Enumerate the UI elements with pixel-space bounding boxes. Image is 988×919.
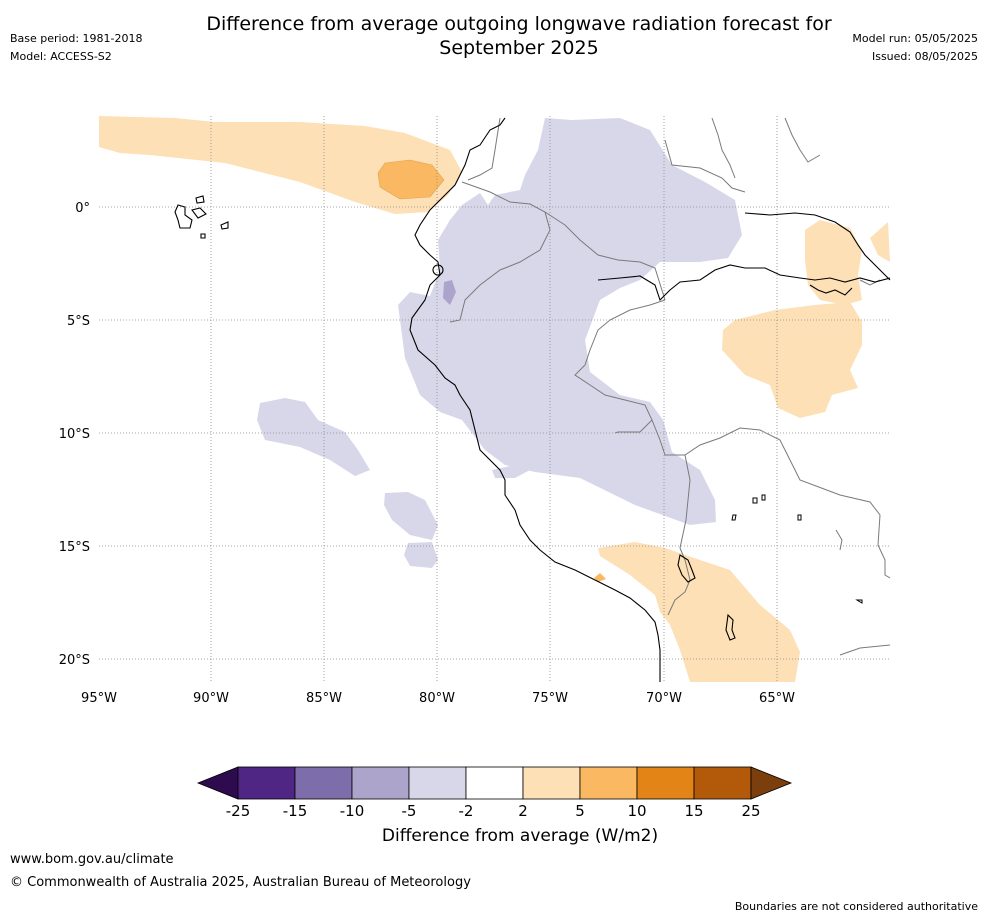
- colorbar-under-arrow: [196, 766, 239, 800]
- country-borders: [449, 117, 891, 656]
- colorbar-bin: [408, 766, 467, 800]
- amazon-river-coast: [597, 264, 891, 302]
- lat-tick-5s: 5°S: [67, 314, 90, 329]
- lon-tick-85w: 85°W: [306, 691, 342, 706]
- title-line-1: Difference from average outgoing longwav…: [206, 13, 832, 35]
- lon-tick-70w: 70°W: [646, 691, 682, 706]
- colorbar-tick-label: 15: [684, 802, 703, 820]
- meta-left: Base period: 1981-2018 Model: ACCESS-S2: [10, 30, 142, 66]
- lon-tick-95w: 95°W: [81, 691, 117, 706]
- lat-tick-0: 0°: [75, 201, 90, 216]
- positive-anomaly-east-3: [722, 302, 862, 418]
- issued-text: Issued: 08/05/2025: [871, 50, 978, 63]
- colorbar-tick-label: 25: [741, 802, 760, 820]
- colorbar-tick-label: 5: [575, 802, 585, 820]
- inland-lake-small: [731, 494, 863, 604]
- positive-anomaly-south: [598, 542, 800, 682]
- anomaly-fill-layer: [99, 116, 890, 682]
- negative-anomaly-patch-ocean-1: [257, 398, 370, 476]
- negative-anomaly-patch-coast: [492, 465, 530, 478]
- colorbar-bin: [693, 766, 752, 800]
- lon-tick-65w: 65°W: [759, 691, 795, 706]
- strong-positive-anomaly-region: [377, 159, 445, 200]
- colorbar-label: Difference from average (W/m2): [381, 826, 659, 846]
- positive-anomaly-small: [594, 573, 606, 582]
- positive-anomaly-region: [99, 116, 462, 214]
- colorbar-tick-label: -10: [340, 802, 365, 820]
- colorbar-over-arrow: [750, 766, 793, 800]
- lat-tick-20s: 20°S: [59, 653, 90, 668]
- colorbar-bin: [636, 766, 695, 800]
- negative-anomaly-region: [398, 118, 742, 525]
- footer-url: www.bom.gov.au/climate: [10, 852, 174, 867]
- lake-titicaca: [677, 554, 696, 583]
- model-run-text: Model run: 05/05/2025: [852, 32, 978, 45]
- colorbar-tick-label: -2: [459, 802, 474, 820]
- colorbar-bin: [237, 766, 296, 800]
- colorbar-bin: [522, 766, 581, 800]
- galapagos-islands: [174, 195, 229, 239]
- colorbar-bin: [465, 766, 524, 800]
- chart-title: Difference from average outgoing longwav…: [0, 12, 988, 60]
- south-america-coastline: [409, 117, 661, 682]
- colorbar-bin: [294, 766, 353, 800]
- footer-copyright: © Commonwealth of Australia 2025, Austra…: [10, 875, 471, 890]
- positive-anomaly-east-2: [870, 222, 890, 262]
- base-period-text: Base period: 1981-2018: [10, 32, 143, 45]
- positive-anomaly-east-1: [805, 220, 862, 305]
- lon-tick-75w: 75°W: [532, 691, 568, 706]
- colorbar-tick-label: -15: [283, 802, 308, 820]
- moderate-negative-anomaly-patch: [443, 280, 456, 305]
- colorbar-tick-label: -5: [402, 802, 417, 820]
- colorbar-bin: [351, 766, 410, 800]
- meta-right: Model run: 05/05/2025 Issued: 08/05/2025: [852, 30, 978, 66]
- model-text: Model: ACCESS-S2: [10, 50, 112, 63]
- title-line-2: September 2025: [439, 37, 599, 59]
- lake-poopo: [725, 613, 736, 641]
- gridlines: [99, 116, 890, 682]
- lat-tick-15s: 15°S: [59, 540, 90, 555]
- negative-anomaly-patch-ocean-2: [384, 492, 438, 540]
- lat-tick-10s: 10°S: [59, 427, 90, 442]
- colorbar: -25 -15 -10 -5 -2 2 5 10 15 25: [196, 766, 793, 820]
- coastlines: [409, 117, 891, 682]
- colorbar-tick-label: 10: [627, 802, 646, 820]
- colorbar-tick-label: 2: [518, 802, 528, 820]
- lon-tick-80w: 80°W: [419, 691, 455, 706]
- colorbar-bin: [579, 766, 638, 800]
- footer-disclaimer: Boundaries are not considered authoritat…: [734, 900, 978, 913]
- colorbar-tick-label: -25: [226, 802, 251, 820]
- lon-tick-90w: 90°W: [193, 691, 229, 706]
- negative-anomaly-patch-ocean-3: [404, 542, 438, 568]
